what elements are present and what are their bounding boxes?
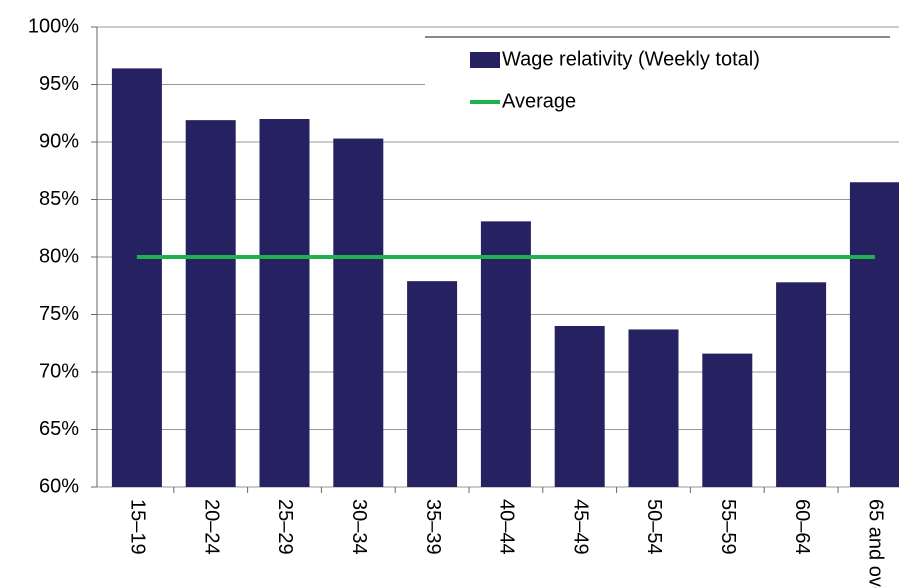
x-tick-label: 60–64 — [791, 499, 813, 555]
x-tick-label: 35–39 — [422, 499, 444, 555]
bar — [480, 221, 531, 487]
y-tick-label: 100% — [28, 15, 79, 37]
y-tick-label: 70% — [39, 360, 79, 382]
x-tick-label: 50–54 — [643, 499, 665, 555]
y-tick-label: 80% — [39, 245, 79, 267]
y-tick-label: 95% — [39, 73, 79, 95]
legend-swatch — [470, 52, 500, 68]
x-tick-label: 25–29 — [274, 499, 296, 555]
bar — [259, 119, 310, 487]
bar — [628, 329, 679, 487]
bar — [407, 281, 458, 487]
legend-label: Average — [502, 90, 576, 112]
bar — [849, 182, 899, 487]
legend-label: Wage relativity (Weekly total) — [502, 48, 760, 70]
x-tick-label: 20–24 — [200, 499, 222, 555]
bar — [185, 120, 236, 488]
y-tick-label: 75% — [39, 303, 79, 325]
bar — [776, 282, 827, 487]
legend-box — [425, 37, 899, 127]
y-tick-label: 90% — [39, 130, 79, 152]
x-tick-label: 65 and over — [865, 499, 887, 588]
y-tick-label: 60% — [39, 475, 79, 497]
y-tick-label: 85% — [39, 188, 79, 210]
x-tick-label: 45–49 — [569, 499, 591, 555]
x-tick-label: 30–34 — [348, 499, 370, 555]
x-tick-label: 40–44 — [496, 499, 518, 555]
bar — [333, 138, 384, 488]
x-tick-label: 55–59 — [717, 499, 739, 555]
x-tick-label: 15–19 — [127, 499, 149, 555]
bar — [554, 326, 605, 487]
y-tick-label: 65% — [39, 418, 79, 440]
bar — [111, 68, 162, 488]
bar — [702, 353, 753, 487]
